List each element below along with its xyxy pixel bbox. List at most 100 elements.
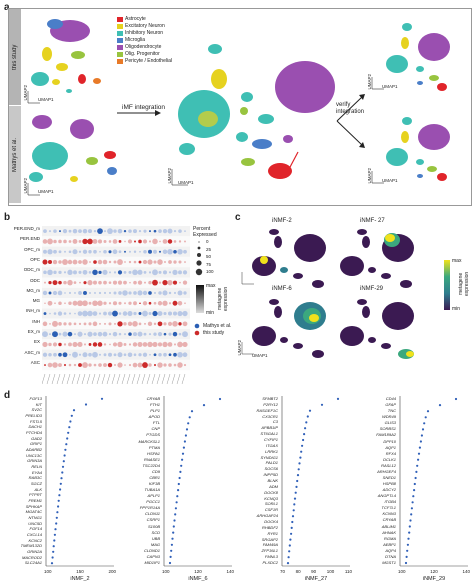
dotplot-dot bbox=[178, 322, 182, 326]
dotplot-dot bbox=[68, 250, 72, 254]
gene-label: KCNN3 bbox=[382, 511, 396, 517]
gene-label: CYFIP1 bbox=[263, 436, 278, 442]
gene-rank-point bbox=[409, 519, 412, 522]
dotplot-dot bbox=[48, 352, 52, 357]
dotplot-dot bbox=[117, 321, 123, 327]
dotplot-dot bbox=[47, 300, 53, 306]
dotplot-dot bbox=[184, 302, 186, 305]
gene-label: DPP10 bbox=[383, 438, 396, 444]
gene-rank-point bbox=[202, 404, 206, 407]
gene-rank-point bbox=[298, 462, 301, 465]
dotplot-dot bbox=[179, 281, 181, 284]
dotplot-dot bbox=[109, 343, 111, 346]
panel-a-frame bbox=[8, 8, 472, 206]
dotplot-dot bbox=[108, 291, 112, 294]
dotplot-dot bbox=[89, 261, 91, 263]
dotplot-dot bbox=[138, 239, 142, 244]
dotplot-dot bbox=[173, 352, 177, 357]
gene-label: GRIN2A bbox=[27, 548, 42, 554]
gene-label: ITGAX bbox=[265, 442, 278, 448]
dotplot-dot bbox=[47, 269, 53, 276]
dotplot-dot bbox=[128, 332, 132, 336]
gene-rank-tick: 150 bbox=[76, 569, 84, 574]
gene-rank-point bbox=[405, 555, 408, 558]
dotplot-dot bbox=[78, 240, 82, 243]
dotplot-dot bbox=[92, 239, 98, 244]
gene-rank-point bbox=[188, 416, 191, 419]
dotplot-dot bbox=[139, 250, 141, 253]
dotplot-dot bbox=[53, 249, 57, 254]
gene-label: PTMA bbox=[148, 444, 160, 450]
dotplot-dot bbox=[173, 343, 177, 346]
gene-label: TUBA1A bbox=[144, 487, 160, 493]
gene-rank-point bbox=[177, 489, 180, 492]
gene-rank-point bbox=[182, 446, 185, 449]
dotplot-dot bbox=[68, 363, 72, 367]
dotplot-dot bbox=[162, 280, 168, 286]
dotplot-dot bbox=[43, 249, 47, 254]
dotplot-dot bbox=[112, 331, 118, 337]
gene-rank-point bbox=[408, 525, 411, 528]
gene-rank-point bbox=[187, 422, 190, 425]
dotplot-dot bbox=[143, 249, 147, 254]
dotplot-dot bbox=[93, 280, 97, 285]
dotplot-dot bbox=[142, 352, 148, 357]
gene-label: SORBS1 bbox=[379, 426, 396, 432]
dotplot-dot bbox=[152, 238, 158, 245]
dotplot-dot bbox=[67, 331, 73, 337]
dotplot-dot bbox=[47, 249, 53, 255]
dotplot-dot bbox=[133, 311, 137, 316]
dotplot-dot bbox=[168, 363, 172, 367]
dotplot-dot bbox=[73, 363, 77, 367]
gene-label: ADM bbox=[269, 483, 278, 489]
gene-rank-point bbox=[414, 476, 417, 480]
dotplot-dot bbox=[184, 261, 186, 263]
dotplot-dot bbox=[142, 259, 148, 265]
dotplot-dot bbox=[178, 240, 182, 243]
gene-label: CNP bbox=[151, 426, 160, 432]
gene-label: CRYAB bbox=[146, 396, 160, 402]
dotplot-row-label: EX_m bbox=[27, 329, 40, 334]
dotplot-dot bbox=[62, 331, 68, 337]
legend-labels: Astrocyte Excitatory Neuron Inhibitory N… bbox=[125, 16, 172, 65]
gene-rank-ticks: 100 120 140 bbox=[398, 569, 470, 574]
dotplot-dot bbox=[87, 331, 93, 337]
size-value-75: 75 bbox=[206, 261, 212, 267]
gene-rank-point bbox=[177, 482, 180, 486]
dotplot-dot bbox=[133, 280, 137, 285]
dotplot-dot bbox=[168, 260, 172, 264]
gene-rank-point bbox=[286, 562, 290, 565]
gene-rank-plot bbox=[399, 396, 468, 567]
dotplot-x-ticks bbox=[42, 373, 186, 385]
dotplot-dot bbox=[78, 353, 82, 356]
dotplot-dot bbox=[97, 228, 103, 235]
gene-rank-point bbox=[172, 525, 175, 528]
gene-rank-point bbox=[408, 531, 411, 534]
row-band-this-study bbox=[9, 9, 21, 105]
dotplot-dot bbox=[78, 270, 82, 274]
dotplot-dot bbox=[137, 331, 143, 337]
dotplot-dot bbox=[163, 363, 167, 367]
dotplot-dot bbox=[113, 260, 117, 264]
gene-label: DOCK4 bbox=[264, 519, 278, 525]
inmf-2-title: iNMF-2 bbox=[272, 218, 292, 224]
dotplot-dot bbox=[49, 322, 51, 325]
dotplot-dot bbox=[69, 312, 71, 315]
dotplot-dot bbox=[82, 249, 88, 254]
dotplot-dot bbox=[183, 249, 187, 254]
dotplot-dot bbox=[168, 332, 172, 336]
gene-rank-point bbox=[170, 549, 173, 552]
dotplot-dot bbox=[162, 239, 168, 244]
umap1-label-5: UMAP1 bbox=[382, 178, 398, 183]
gene-rank-title: iNMF_2 bbox=[70, 576, 90, 582]
legend-microglia: Microglia bbox=[125, 37, 146, 43]
dotplot-dot bbox=[103, 353, 107, 357]
verify-integration-label: verify integration bbox=[336, 102, 365, 115]
dotplot-dot bbox=[163, 322, 167, 326]
gene-rank-point bbox=[426, 410, 430, 413]
dotplot-dot bbox=[98, 312, 102, 315]
dotplot-dot bbox=[152, 269, 158, 276]
gene-label: SCD bbox=[151, 529, 160, 535]
dotplot-dot bbox=[93, 260, 97, 264]
dotplot-dot bbox=[184, 230, 186, 233]
